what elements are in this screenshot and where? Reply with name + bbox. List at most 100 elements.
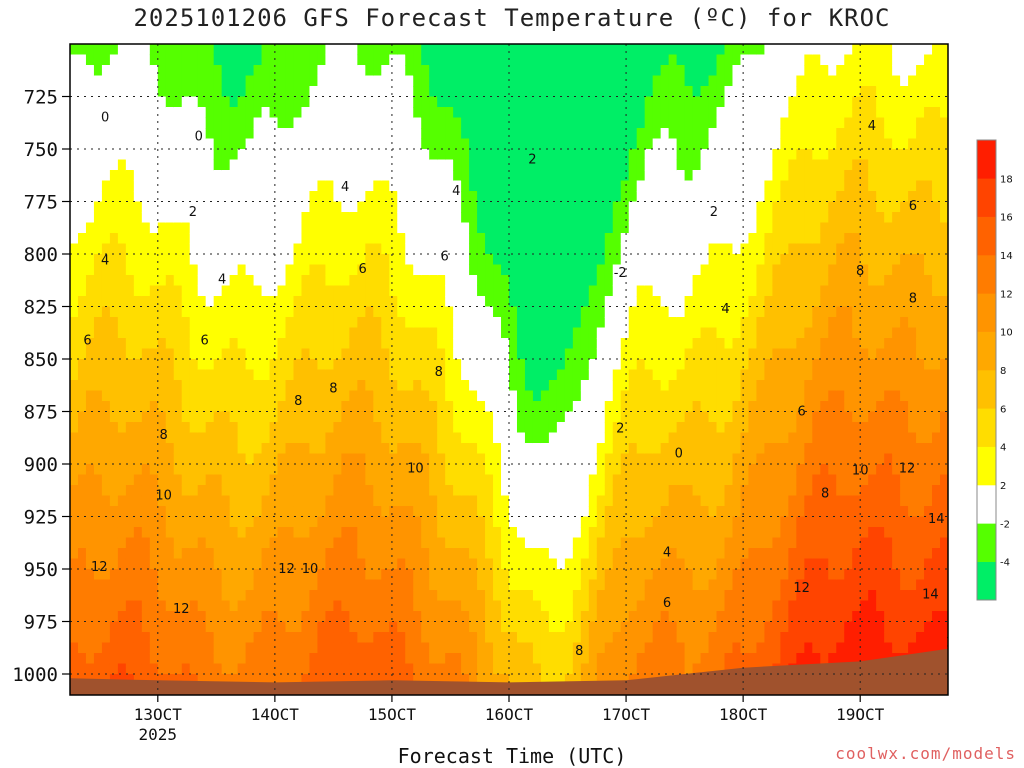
field-cell	[501, 642, 510, 654]
field-cell	[477, 96, 486, 108]
field-cell	[516, 254, 526, 266]
field-cell	[245, 401, 255, 413]
field-cell	[173, 243, 183, 255]
field-cell	[357, 579, 366, 591]
field-cell	[373, 138, 382, 150]
field-cell	[668, 75, 678, 87]
field-cell	[516, 590, 526, 602]
field-cell	[181, 464, 191, 476]
field-cell	[125, 170, 135, 182]
field-cell	[325, 527, 334, 539]
field-cell	[269, 180, 279, 192]
field-cell	[349, 369, 358, 381]
field-cell	[580, 390, 590, 402]
field-cell	[205, 117, 215, 129]
field-cell	[636, 306, 646, 318]
field-cell	[221, 464, 231, 476]
field-cell	[580, 222, 590, 234]
field-cell	[692, 170, 702, 182]
field-cell	[477, 474, 486, 486]
field-cell	[141, 621, 151, 633]
field-cell	[70, 285, 79, 297]
field-cell	[357, 212, 366, 224]
field-cell	[628, 621, 638, 633]
field-cell	[301, 348, 311, 360]
field-cell	[684, 296, 694, 308]
field-cell	[485, 464, 494, 476]
field-cell	[133, 317, 143, 329]
temperature-field	[70, 44, 948, 695]
field-cell	[229, 128, 239, 140]
field-cell	[149, 411, 159, 423]
field-cell	[197, 275, 207, 287]
field-cell	[477, 632, 486, 644]
field-cell	[572, 317, 582, 329]
field-cell	[692, 611, 702, 623]
field-cell	[197, 611, 207, 623]
field-cell	[405, 201, 414, 213]
field-cell	[269, 191, 279, 203]
field-cell	[205, 222, 215, 234]
field-cell	[405, 390, 414, 402]
field-cell	[540, 506, 550, 518]
field-cell	[181, 138, 191, 150]
field-cell	[548, 537, 558, 549]
field-cell	[245, 558, 255, 570]
field-cell	[93, 222, 103, 234]
field-cell	[421, 579, 430, 591]
field-cell	[269, 443, 279, 455]
field-cell	[365, 558, 374, 570]
field-cell	[357, 96, 366, 108]
field-cell	[285, 390, 295, 402]
field-cell	[85, 569, 95, 581]
field-cell	[293, 621, 303, 633]
field-cell	[684, 264, 694, 276]
field-cell	[349, 149, 358, 161]
field-cell	[389, 642, 398, 654]
field-cell	[676, 590, 686, 602]
field-cell	[604, 296, 614, 308]
field-cell	[588, 306, 598, 318]
field-cell	[588, 96, 598, 108]
field-cell	[485, 159, 494, 171]
field-cell	[620, 485, 630, 497]
field-cell	[469, 569, 478, 581]
field-cell	[644, 390, 654, 402]
field-cell	[293, 632, 303, 644]
field-cell	[636, 296, 646, 308]
field-cell	[501, 327, 510, 339]
field-cell	[429, 432, 438, 444]
field-cell	[469, 296, 478, 308]
field-cell	[660, 306, 670, 318]
field-cell	[572, 338, 582, 350]
field-cell	[269, 170, 279, 182]
field-cell	[421, 569, 430, 581]
field-cell	[604, 138, 614, 150]
field-cell	[93, 107, 103, 119]
field-cell	[261, 75, 271, 87]
field-cell	[540, 149, 550, 161]
field-cell	[708, 212, 718, 224]
field-cell	[676, 159, 686, 171]
field-cell	[580, 285, 590, 297]
field-cell	[237, 170, 247, 182]
field-cell	[141, 222, 151, 234]
field-cell	[676, 485, 686, 497]
field-cell	[596, 149, 606, 161]
field-cell	[437, 432, 446, 444]
field-cell	[301, 296, 311, 308]
field-cell	[620, 306, 630, 318]
field-cell	[245, 516, 255, 528]
field-cell	[628, 54, 638, 66]
field-cell	[501, 75, 510, 87]
field-cell	[277, 222, 287, 234]
field-cell	[205, 285, 215, 297]
field-cell	[149, 201, 159, 213]
field-cell	[373, 527, 382, 539]
field-cell	[189, 642, 199, 654]
field-cell	[389, 537, 398, 549]
field-cell	[181, 632, 191, 644]
field-cell	[141, 275, 151, 287]
field-cell	[612, 590, 622, 602]
field-cell	[133, 86, 143, 98]
